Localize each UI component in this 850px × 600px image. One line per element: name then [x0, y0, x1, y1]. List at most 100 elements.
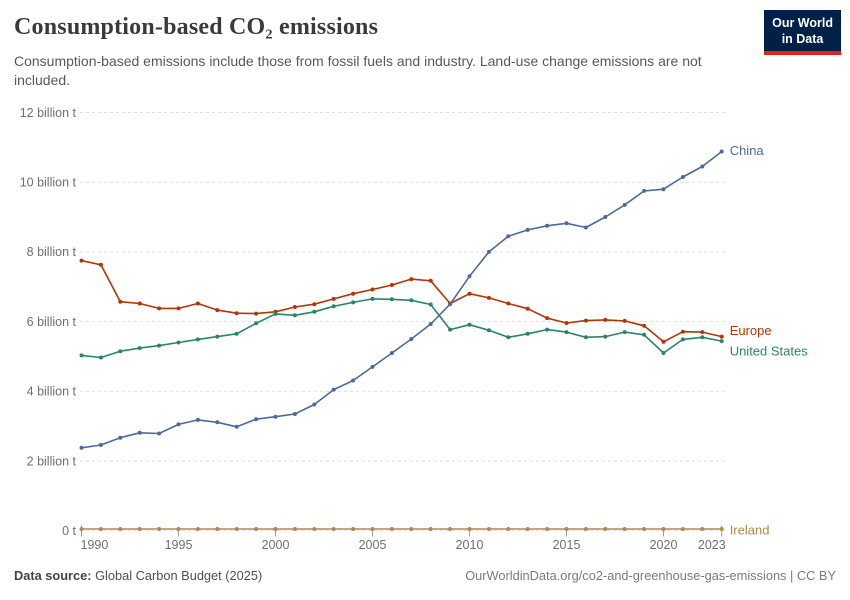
data-point-united-states [622, 330, 627, 335]
data-point-united-states [195, 337, 200, 342]
series-ireland[interactable]: Ireland [79, 522, 770, 537]
data-point-ireland [428, 527, 433, 531]
data-point-europe [719, 334, 724, 339]
data-point-united-states [331, 304, 336, 309]
data-point-china [545, 223, 550, 228]
data-point-europe [680, 329, 685, 334]
data-point-china [389, 351, 394, 355]
data-point-ireland [525, 527, 530, 531]
data-point-united-states [545, 327, 550, 332]
data-point-united-states [157, 343, 162, 348]
data-point-united-states [370, 296, 375, 301]
y-axis-label: 6 billion t [27, 315, 77, 329]
y-axis-label: 4 billion t [27, 385, 77, 399]
page-subtitle: Consumption-based emissions include thos… [14, 53, 702, 89]
data-point-china [428, 322, 433, 326]
data-point-china [661, 187, 666, 192]
data-point-china [118, 435, 123, 440]
data-point-europe [351, 291, 356, 296]
x-axis-label: 2020 [650, 538, 678, 552]
data-point-united-states [409, 298, 414, 303]
data-point-ireland [79, 527, 84, 531]
series-line-europe [81, 259, 722, 343]
data-point-united-states [137, 346, 142, 351]
data-point-ireland [564, 527, 569, 531]
data-point-ireland [215, 527, 220, 531]
data-point-europe [603, 317, 608, 322]
data-point-ireland [234, 527, 239, 531]
y-axis-label: 0 t [62, 524, 76, 538]
data-point-europe [525, 306, 530, 311]
data-point-ireland [467, 527, 472, 531]
data-point-china [603, 215, 608, 219]
data-point-ireland [622, 527, 627, 531]
data-point-united-states [176, 340, 181, 345]
data-point-china [486, 249, 491, 254]
x-axis-label: 2000 [262, 538, 290, 552]
data-point-ireland [273, 527, 278, 531]
series-china[interactable]: China [79, 143, 765, 450]
data-point-china [137, 430, 142, 435]
data-point-united-states [700, 335, 705, 340]
y-axis-label: 12 billion t [20, 106, 77, 120]
data-point-europe [79, 258, 84, 263]
data-point-united-states [118, 349, 123, 354]
data-point-ireland [292, 527, 297, 531]
data-point-ireland [409, 527, 414, 531]
data-source-label: Data source: [14, 568, 92, 583]
data-point-europe [254, 311, 259, 316]
data-point-china [622, 202, 627, 207]
data-point-ireland [506, 527, 511, 531]
x-axis-label: 1995 [165, 538, 193, 552]
data-point-europe [98, 262, 103, 267]
data-point-ireland [331, 527, 336, 531]
chart-area: 0 t 2 billion t 4 billion t 6 billion t 8 bi… [0, 88, 850, 568]
data-point-china [700, 164, 705, 169]
data-point-china [506, 234, 511, 239]
data-point-europe [292, 305, 297, 309]
series-line-united-states [81, 298, 722, 359]
y-axis-label: 10 billion t [20, 176, 77, 190]
data-point-ireland [642, 527, 647, 531]
data-point-united-states [680, 337, 685, 342]
data-point-europe [486, 295, 491, 300]
data-point-china [564, 221, 569, 226]
data-point-ireland [583, 527, 588, 531]
data-point-china [409, 337, 414, 341]
y-axis-label: 8 billion t [27, 245, 77, 259]
data-point-china [292, 412, 297, 416]
series-label-ireland[interactable]: Ireland [730, 522, 770, 537]
data-point-united-states [448, 327, 453, 332]
data-point-europe [583, 318, 588, 323]
x-axis-label: 1990 [81, 538, 109, 552]
footer-citation: OurWorldinData.org/co2-and-greenhouse-ga… [465, 568, 836, 583]
data-point-europe [467, 291, 472, 296]
series-label-china[interactable]: China [730, 143, 765, 158]
data-point-ireland [157, 527, 162, 531]
data-point-europe [137, 301, 142, 306]
data-point-ireland [603, 527, 608, 531]
series-label-europe[interactable]: Europe [730, 323, 772, 338]
series-europe[interactable]: Europe [79, 258, 772, 344]
data-point-united-states [661, 351, 666, 355]
owid-logo[interactable]: Our World in Data [764, 10, 841, 55]
series-label-united-states[interactable]: United States [730, 343, 809, 358]
data-point-united-states [486, 328, 491, 333]
data-point-ireland [98, 527, 103, 531]
data-point-united-states [642, 332, 647, 337]
x-axis-label: 2015 [553, 538, 581, 552]
data-point-united-states [389, 297, 394, 302]
data-point-europe [661, 339, 666, 344]
data-point-ireland [176, 527, 181, 531]
data-point-europe [428, 278, 433, 283]
series-united-states[interactable]: United States [79, 296, 809, 360]
data-point-europe [700, 330, 705, 335]
data-point-china [351, 378, 356, 383]
data-point-china [98, 443, 103, 447]
data-point-ireland [312, 527, 317, 531]
data-point-europe [389, 283, 394, 287]
data-point-united-states [98, 355, 103, 360]
page-title: Consumption-based CO₂ emissions [14, 14, 379, 40]
data-point-ireland [719, 527, 724, 531]
